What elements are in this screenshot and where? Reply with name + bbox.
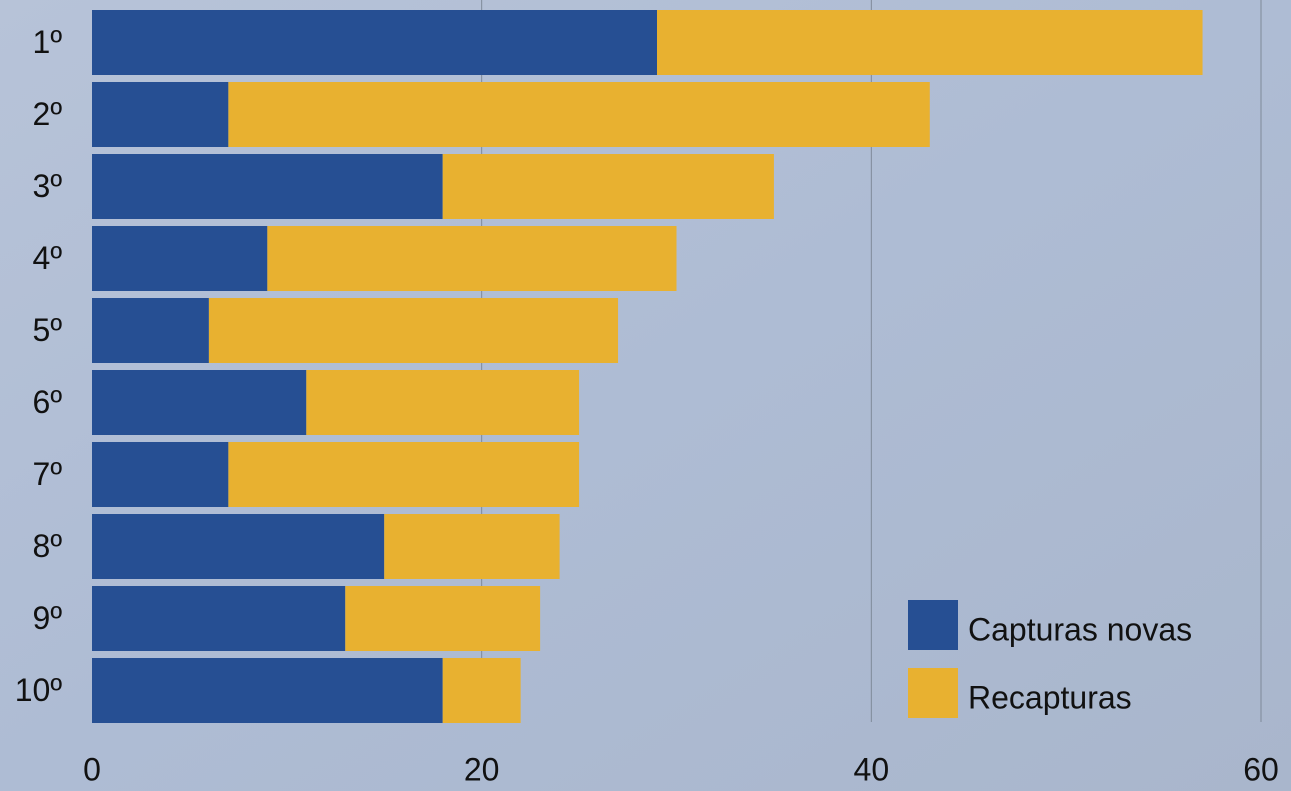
bar-segment <box>92 658 443 723</box>
bar-segment <box>209 298 618 363</box>
bar-segment <box>92 514 384 579</box>
legend-swatch <box>908 668 958 718</box>
x-tick-label: 20 <box>464 751 500 787</box>
bar-segment <box>92 586 345 651</box>
y-tick-label: 10º <box>15 672 63 708</box>
bar-segment <box>92 82 228 147</box>
y-tick-label: 9º <box>33 600 63 636</box>
y-tick-label: 7º <box>33 456 63 492</box>
bar-segment <box>228 442 579 507</box>
bar-segment <box>92 10 657 75</box>
bar-segment <box>92 298 209 363</box>
y-tick-label: 1º <box>33 24 63 60</box>
x-tick-label: 60 <box>1243 751 1279 787</box>
x-tick-label: 40 <box>854 751 890 787</box>
bar-segment <box>267 226 676 291</box>
bar-segment <box>228 82 929 147</box>
y-tick-label: 2º <box>33 96 63 132</box>
y-tick-label: 8º <box>33 528 63 564</box>
bar-segment <box>306 370 579 435</box>
legend-label: Capturas novas <box>968 611 1192 647</box>
bar-segment <box>384 514 559 579</box>
bar-segment <box>92 226 267 291</box>
chart: 0 20 40 60 1º 2º 3º 4º 5º 6º 7º 8º 9º 10º Capturas nov… <box>0 0 1291 791</box>
bar-segment <box>657 10 1203 75</box>
y-tick-label: 4º <box>33 240 63 276</box>
y-tick-label: 5º <box>33 312 63 348</box>
legend-swatch <box>908 600 958 650</box>
bar-segment <box>443 658 521 723</box>
bar-segment <box>92 154 443 219</box>
bar-segment <box>92 442 228 507</box>
legend-label: Recapturas <box>968 679 1132 715</box>
x-tick-label: 0 <box>83 751 101 787</box>
y-tick-label: 3º <box>33 168 63 204</box>
y-tick-label: 6º <box>33 384 63 420</box>
bar-segment <box>92 370 306 435</box>
bar-segment <box>345 586 540 651</box>
bar-segment <box>443 154 774 219</box>
